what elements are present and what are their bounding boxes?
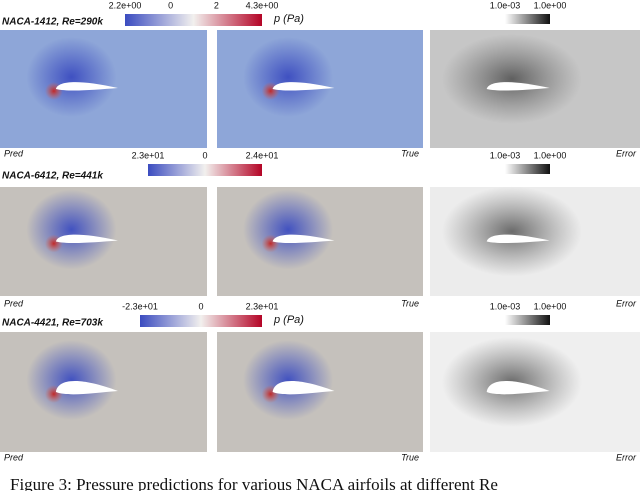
airfoil xyxy=(272,381,335,395)
panel-label: True xyxy=(401,298,419,308)
colorbar-tick: 0 xyxy=(198,301,203,311)
panel-label: Error xyxy=(616,298,637,308)
airfoil xyxy=(55,234,118,244)
suction-field xyxy=(243,37,334,117)
panel-label: True xyxy=(401,452,419,462)
airfoil xyxy=(272,234,335,244)
airfoil xyxy=(486,82,550,91)
suction-field xyxy=(243,189,334,270)
colorbar-tick: 2 xyxy=(214,0,219,10)
panel-label: True xyxy=(401,148,419,158)
airfoil xyxy=(486,381,550,395)
error-colorbar-tick: 1.0e+00 xyxy=(534,150,567,160)
suction-field xyxy=(26,37,117,117)
suction-field xyxy=(26,340,117,420)
colorbar-label: p (Pa) xyxy=(273,314,304,326)
colorbar xyxy=(140,315,262,327)
error-colorbar-tick: 1.0e-03 xyxy=(490,301,521,311)
colorbar-tick: -2.3e+01 xyxy=(122,301,158,311)
error-colorbar-tick: 1.0e+00 xyxy=(534,301,567,311)
panel-label: Error xyxy=(616,452,637,462)
error-colorbar xyxy=(505,315,550,325)
caption: Figure 3: Pressure predictions for vario… xyxy=(10,475,498,491)
suction-field xyxy=(26,189,117,270)
colorbar-tick: 2.2e+00 xyxy=(109,0,142,10)
row-title: NACA-4421, Re=703k xyxy=(2,318,103,329)
colorbar-tick: 2.4e+01 xyxy=(246,150,279,160)
error-colorbar xyxy=(505,14,550,24)
error-colorbar-tick: 1.0e-03 xyxy=(490,0,521,10)
colorbar xyxy=(148,164,262,176)
colorbar-tick: 2.3e+01 xyxy=(246,301,279,311)
row-title: NACA-1412, Re=290k xyxy=(2,17,103,28)
panel-label: Pred xyxy=(4,148,24,158)
error-field xyxy=(441,34,582,124)
airfoil xyxy=(486,234,550,244)
panel-label: Pred xyxy=(4,298,24,308)
colorbar-tick: 0 xyxy=(168,0,173,10)
colorbar-label: p (Pa) xyxy=(273,13,304,25)
airfoil xyxy=(272,82,335,91)
colorbar-tick: 0 xyxy=(202,150,207,160)
airfoil xyxy=(55,381,118,395)
panel-label: Error xyxy=(616,148,637,158)
error-colorbar xyxy=(505,164,550,174)
suction-field xyxy=(243,340,334,420)
colorbar xyxy=(125,14,262,26)
row-title: NACA-6412, Re=441k xyxy=(2,171,103,182)
panel-label: Pred xyxy=(4,452,24,462)
error-colorbar-tick: 1.0e-03 xyxy=(490,150,521,160)
colorbar-tick: 4.3e+00 xyxy=(246,0,279,10)
colorbar-tick: 2.3e+01 xyxy=(132,150,165,160)
error-field xyxy=(441,186,582,277)
airfoil xyxy=(55,82,118,91)
error-colorbar-tick: 1.0e+00 xyxy=(534,0,567,10)
